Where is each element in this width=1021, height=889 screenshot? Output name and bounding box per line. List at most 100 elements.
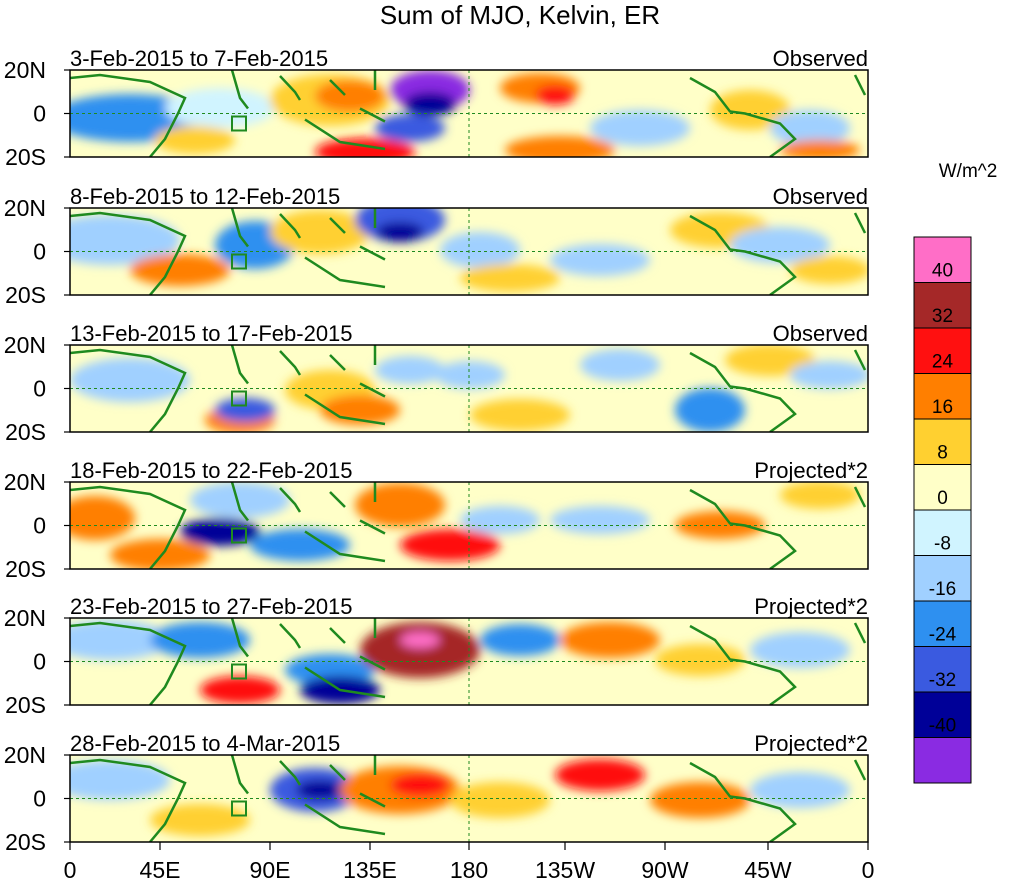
lat-tick-label: 20S	[5, 419, 46, 445]
anomaly-region	[535, 85, 575, 105]
anomaly-field	[70, 208, 868, 295]
anomaly-region	[250, 529, 350, 561]
anomaly-region	[470, 399, 570, 431]
lat-tick-label: 20N	[4, 332, 46, 358]
anomaly-region	[70, 215, 180, 265]
anomaly-region	[790, 256, 868, 284]
anomaly-region	[780, 140, 860, 157]
anomaly-region	[555, 759, 645, 791]
lat-tick-label: 20N	[4, 57, 46, 83]
anomaly-region	[435, 361, 505, 389]
map-panel-2: 20N 0 20S 8-Feb-2015 to 12-Feb-2015 Observed	[4, 184, 869, 308]
lon-tick-label: 45W	[744, 857, 792, 883]
coastlines	[70, 345, 867, 432]
anomaly-region	[190, 482, 290, 518]
anomaly-region	[480, 624, 560, 656]
anomaly-region	[70, 496, 135, 540]
map-panel-6: 20N 0 20S 28-Feb-2015 to 4-Mar-2015 Projecte…	[4, 731, 869, 855]
anomaly-region	[376, 222, 424, 242]
lat-tick-label: 20N	[4, 469, 46, 495]
lat-tick-label: 20S	[5, 829, 46, 855]
colorbar-level-label: -8	[934, 534, 951, 555]
anomaly-region	[550, 506, 650, 534]
anomaly-region	[404, 92, 456, 116]
anomaly-region	[505, 136, 615, 157]
lat-tick-label: 20N	[4, 195, 46, 221]
anomaly-region	[70, 760, 170, 800]
anomaly-region	[355, 483, 445, 527]
lat-tick-label: 0	[33, 101, 46, 127]
lat-tick-label: 20S	[5, 144, 46, 170]
anomaly-region	[315, 138, 415, 157]
lat-tick-label: 20S	[5, 556, 46, 582]
colorbar-swatch	[913, 282, 972, 329]
anomaly-region	[180, 518, 260, 546]
map-panel-1: 20N 0 20S 3-Feb-2015 to 7-Feb-2015 Observed	[4, 46, 869, 170]
lon-tick-label: 0	[64, 857, 77, 883]
lat-tick-label: 20N	[4, 605, 46, 631]
colorbar-level-label: 8	[937, 443, 948, 464]
panel-date-range: 18-Feb-2015 to 22-Feb-2015	[70, 458, 353, 483]
panel-status: Observed	[773, 321, 868, 346]
colorbar-level-label: 40	[932, 261, 953, 282]
anomaly-region	[580, 349, 660, 381]
map-panel-3: 20N 0 20S 13-Feb-2015 to 17-Feb-2015 Observe…	[4, 321, 869, 445]
anomaly-region	[155, 126, 235, 154]
anomaly-region	[460, 506, 540, 534]
map-panel-4: 20N 0 20S 18-Feb-2015 to 22-Feb-2015 Project…	[4, 458, 869, 582]
anomaly-region	[550, 244, 650, 276]
anomaly-field	[70, 70, 868, 157]
anomaly-region	[750, 772, 850, 808]
colorbar-units-label: W/m^2	[939, 161, 998, 182]
figure-title: Sum of MJO, Kelvin, ER	[380, 0, 660, 30]
anomaly-region	[400, 529, 500, 561]
anomaly-region	[460, 264, 560, 292]
panel-status: Projected*2	[754, 458, 868, 483]
anomaly-region	[200, 676, 280, 704]
map-panel-5: 20N 0 20S 23-Feb-2015 to 27-Feb-2015 Project…	[4, 594, 869, 718]
colorbar: W/m^2 40 32 24 16 8 0 -8 -16 -24 -32 -40	[913, 161, 998, 784]
lon-tick-label: 135E	[343, 857, 397, 883]
longitude-axis: 0 45E 90E 135E 180 135W 90W 45W 0	[64, 842, 875, 883]
colorbar-swatch	[913, 600, 972, 647]
lon-tick-label: 45E	[140, 857, 181, 883]
panel-status: Projected*2	[754, 731, 868, 756]
anomaly-region	[790, 361, 868, 389]
lat-tick-label: 0	[33, 513, 46, 539]
lon-tick-label: 0	[862, 857, 875, 883]
lat-tick-label: 20N	[4, 742, 46, 768]
anomaly-region	[150, 804, 250, 836]
colorbar-level-label: -40	[929, 716, 956, 737]
anomaly-region	[70, 358, 190, 402]
anomaly-region	[450, 782, 550, 818]
anomaly-region	[165, 88, 275, 128]
colorbar-swatch	[913, 418, 972, 465]
colorbar-level-label: -16	[929, 579, 956, 600]
anomaly-region	[770, 110, 850, 146]
colorbar-swatch	[913, 327, 972, 374]
anomaly-region	[360, 622, 480, 678]
colorbar-swatch	[913, 464, 972, 511]
anomaly-region	[400, 632, 440, 648]
panel-date-range: 3-Feb-2015 to 7-Feb-2015	[70, 46, 328, 71]
panel-date-range: 23-Feb-2015 to 27-Feb-2015	[70, 594, 353, 619]
lat-tick-label: 0	[33, 376, 46, 402]
panel-date-range: 28-Feb-2015 to 4-Mar-2015	[70, 731, 340, 756]
colorbar-level-label: -24	[929, 625, 957, 646]
lat-tick-label: 20S	[5, 692, 46, 718]
anomaly-region	[150, 622, 250, 658]
anomaly-region	[375, 114, 445, 142]
colorbar-level-label: -32	[929, 670, 956, 691]
colorbar-level-label: 32	[932, 306, 953, 327]
colorbar-swatch	[913, 509, 972, 556]
colorbar-swatch	[913, 691, 972, 738]
lon-tick-label: 180	[450, 857, 488, 883]
colorbar-swatch	[913, 646, 972, 693]
panel-date-range: 13-Feb-2015 to 17-Feb-2015	[70, 321, 353, 346]
lat-tick-label: 20S	[5, 282, 46, 308]
anomaly-region	[560, 622, 660, 658]
anomaly-region	[390, 773, 450, 797]
panel-status: Projected*2	[754, 594, 868, 619]
anomaly-region	[315, 80, 385, 112]
anomaly-region	[110, 539, 210, 569]
